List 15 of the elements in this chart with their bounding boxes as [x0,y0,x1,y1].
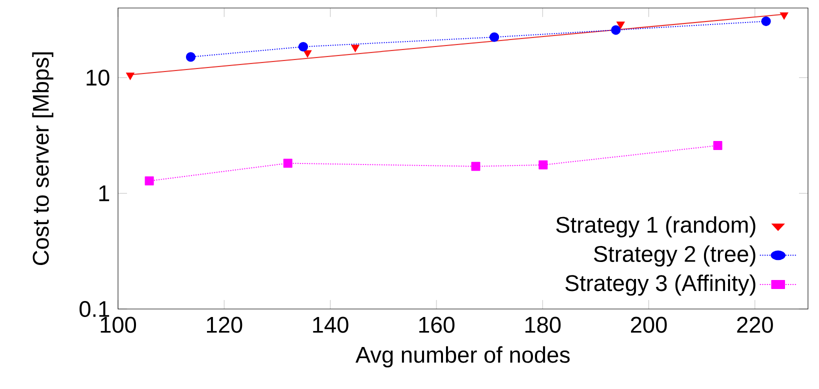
x-tick-label: 220 [737,316,773,333]
x-tick-label: 140 [313,316,348,333]
y-tick-label: 0.1 [80,300,110,318]
legend-label: Strategy 1 (random) [556,216,756,238]
x-tick-label: 160 [419,316,454,333]
x-tick-label: 200 [631,316,667,333]
y-axis-title: Cost to server [Mbps] [32,52,54,266]
x-tick-label: 100 [100,316,136,333]
x-axis-title: Avg number of nodes [356,346,570,368]
y-tick-label: 1 [99,186,110,202]
x-tick-label: 180 [525,316,561,333]
x-tick-label: 120 [206,316,242,333]
legend-label: Strategy 2 (tree) [594,245,756,267]
legend-label: Strategy 3 (Affinity) [565,274,756,296]
y-tick-label: 10 [86,70,110,86]
